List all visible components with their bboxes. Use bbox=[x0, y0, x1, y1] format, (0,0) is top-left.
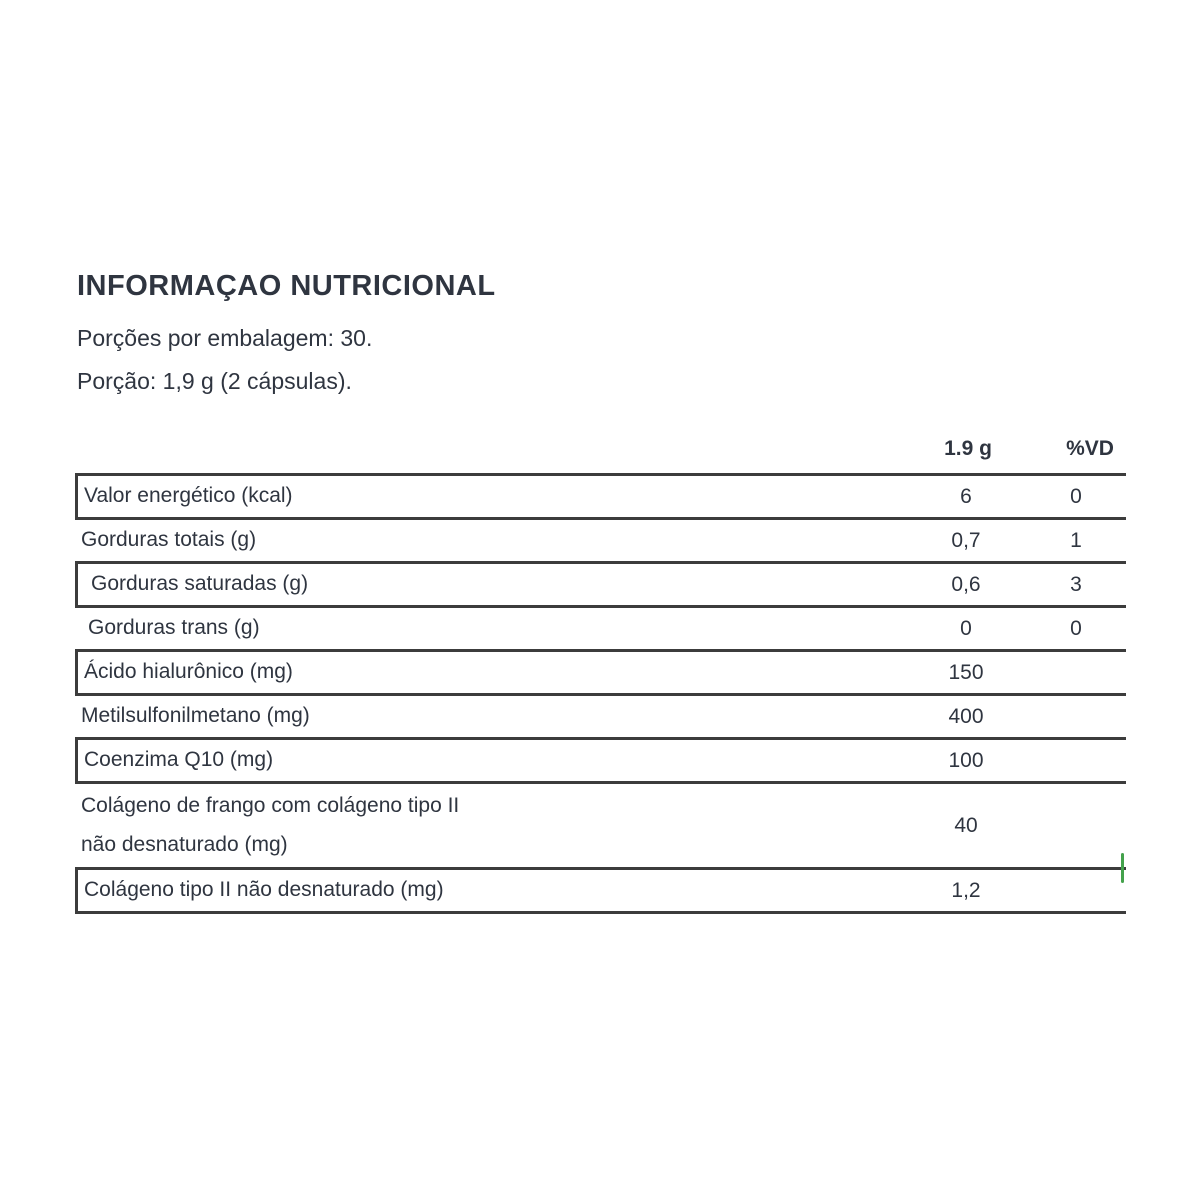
row-daily-value: 0 bbox=[1070, 616, 1082, 640]
column-header-daily-value: %VD bbox=[1066, 437, 1114, 460]
row-amount-value: 6 bbox=[960, 484, 972, 508]
row-label: Ácido hialurônico (mg) bbox=[84, 660, 293, 684]
nutrition-table: Valor energético (kcal) 6 0 Gorduras totais… bbox=[75, 473, 1126, 914]
table-row: Coenzima Q10 (mg) 100 bbox=[75, 740, 1126, 784]
row-label: Valor energético (kcal) bbox=[84, 484, 293, 508]
table-row: Metilsulfonilmetano (mg) 400 bbox=[75, 696, 1126, 740]
page-title: INFORMAÇAO NUTRICIONAL bbox=[77, 270, 496, 302]
row-amount-value: 0,7 bbox=[951, 528, 981, 552]
row-amount-value: 1,2 bbox=[951, 878, 981, 902]
row-daily-value: 1 bbox=[1070, 528, 1082, 552]
servings-per-package-text: Porções por embalagem: 30. bbox=[77, 325, 373, 351]
row-label: Gorduras trans (g) bbox=[88, 616, 260, 640]
row-label: Coenzima Q10 (mg) bbox=[84, 748, 274, 772]
table-row: Colágeno tipo II não desnaturado (mg) 1,2 bbox=[75, 853, 1126, 914]
green-tick-mark bbox=[1121, 853, 1124, 883]
table-row: Colágeno de frango com colágeno tipo II n… bbox=[75, 784, 1126, 870]
row-amount-value: 100 bbox=[948, 748, 984, 772]
table-row: Valor energético (kcal) 6 0 bbox=[75, 476, 1126, 520]
row-daily-value: 0 bbox=[1070, 484, 1082, 508]
row-amount-value: 150 bbox=[948, 660, 984, 684]
portion-size-text: Porção: 1,9 g (2 cápsulas). bbox=[77, 368, 352, 394]
row-label: Gorduras saturadas (g) bbox=[91, 572, 309, 596]
row-amount-value: 0 bbox=[960, 616, 972, 640]
row-amount-value: 40 bbox=[954, 813, 978, 837]
table-row: Gorduras totais (g) 0,7 1 bbox=[75, 520, 1126, 564]
row-amount-value: 400 bbox=[948, 704, 984, 728]
row-label: Colágeno de frango com colágeno tipo II n… bbox=[81, 793, 460, 856]
table-row: Gorduras trans (g) 0 0 bbox=[75, 608, 1126, 652]
row-label: Gorduras totais (g) bbox=[81, 528, 257, 552]
row-label: Colágeno tipo II não desnaturado (mg) bbox=[84, 878, 444, 902]
table-row: Gorduras saturadas (g) 0,6 3 bbox=[75, 564, 1126, 608]
row-daily-value: 3 bbox=[1070, 572, 1082, 596]
row-label: Metilsulfonilmetano (mg) bbox=[81, 704, 310, 728]
row-amount-value: 0,6 bbox=[951, 572, 981, 596]
column-header-amount: 1.9 g bbox=[944, 437, 992, 460]
table-row: Ácido hialurônico (mg) 150 bbox=[75, 652, 1126, 696]
